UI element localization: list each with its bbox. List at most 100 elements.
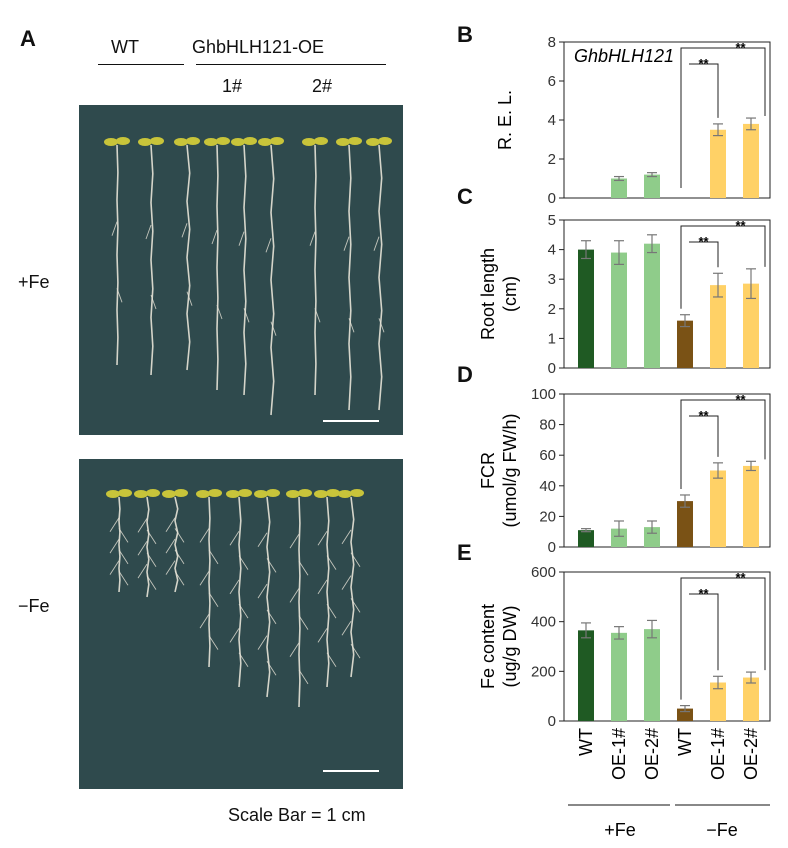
chart-title: GhbHLH121 (574, 46, 674, 66)
y-tick-label: 1 (548, 330, 556, 347)
bar (644, 174, 660, 198)
lateral-root (211, 229, 218, 245)
bar (677, 320, 693, 368)
lateral-root (298, 615, 309, 630)
group-label-fe-plus: +Fe (604, 820, 636, 840)
y-tick-label: 5 (548, 212, 556, 229)
chart-D: 0 20 40 60 80 100 FCR (umol/g FW/h) ** ** (478, 386, 771, 556)
lateral-root (137, 518, 148, 533)
cotyledon (338, 490, 352, 498)
lateral-root (298, 669, 309, 685)
significance-label: ** (735, 218, 746, 233)
root (186, 144, 191, 371)
lateral-root (174, 528, 185, 543)
header-line-2: 2# (312, 76, 333, 96)
chart-C: 0 1 2 3 4 5 Root length (cm) ** ** (478, 212, 771, 377)
lateral-root (243, 308, 250, 323)
bar (710, 129, 726, 198)
significance-bracket (680, 225, 766, 309)
root (348, 144, 352, 411)
lateral-root (257, 532, 268, 547)
lateral-root (270, 321, 277, 336)
lateral-root (116, 288, 123, 303)
panel-b-letter: B (457, 22, 473, 47)
condition-fe-plus: +Fe (18, 272, 50, 292)
root (150, 144, 154, 376)
lateral-root (378, 318, 385, 333)
y-tick-label: 60 (539, 447, 556, 464)
bar (644, 629, 660, 721)
lateral-root (326, 603, 337, 619)
x-tick-label: OE-2# (642, 728, 662, 780)
y-axis-label-unit: (cm) (500, 276, 520, 312)
cotyledon (204, 138, 218, 146)
panel-c-letter: C (457, 184, 473, 209)
root (116, 144, 119, 366)
cotyledon (298, 489, 312, 497)
y-tick-label: 0 (548, 360, 556, 377)
root (216, 144, 219, 391)
cotyledon (314, 490, 328, 498)
root (146, 496, 150, 598)
header-wt-underline (98, 64, 184, 65)
cotyledon (216, 137, 230, 145)
cotyledon (270, 137, 284, 145)
lateral-root (317, 531, 328, 546)
header-oe: GhbHLH121-OE (192, 37, 325, 57)
lateral-root (186, 291, 193, 306)
cotyledon (186, 137, 200, 145)
lateral-root (238, 603, 249, 619)
y-tick-label: 100 (531, 386, 556, 403)
bar (743, 283, 759, 368)
bar (611, 632, 627, 721)
root (118, 496, 121, 593)
lateral-root (289, 588, 300, 603)
cotyledon (134, 490, 148, 498)
lateral-root (266, 609, 277, 625)
significance-label: ** (698, 408, 709, 423)
y-tick-label: 6 (548, 73, 556, 90)
lateral-root (118, 528, 129, 543)
y-tick-label: 200 (531, 663, 556, 680)
root (270, 144, 275, 416)
cotyledon (208, 489, 222, 497)
bar (611, 252, 627, 368)
cotyledon (106, 490, 120, 498)
bar (677, 501, 693, 547)
lateral-root (111, 221, 118, 236)
panel-d-letter: D (457, 362, 473, 387)
lateral-root (199, 528, 210, 543)
lateral-root (266, 558, 277, 573)
root (208, 496, 211, 668)
lateral-root (350, 643, 361, 659)
lateral-root (341, 529, 352, 545)
header-oe-underline (196, 64, 386, 65)
seedling-photo-fe-minus (79, 459, 403, 789)
root (314, 144, 317, 396)
y-tick-label: 40 (539, 478, 556, 495)
significance-label: ** (698, 586, 709, 601)
x-tick-label: OE-2# (741, 728, 761, 780)
y-tick-label: 3 (548, 271, 556, 288)
cotyledon (104, 138, 118, 146)
chart-E: 0 200 400 600 Fe content (ug/g DW) ** ** (478, 564, 771, 730)
lateral-root (199, 613, 210, 629)
lateral-root (289, 533, 300, 549)
bar (644, 527, 660, 547)
plot-frame (563, 571, 771, 722)
lateral-root (208, 592, 219, 607)
cotyledon (116, 137, 130, 145)
y-tick-label: 2 (548, 151, 556, 168)
lateral-root (238, 555, 249, 570)
lateral-root (265, 238, 272, 253)
significance-label: ** (698, 234, 709, 249)
cotyledon (286, 490, 300, 498)
cotyledon (231, 138, 245, 146)
x-tick-label: OE-1# (708, 728, 728, 780)
y-axis-label: Fe content (478, 604, 498, 689)
y-tick-label: 400 (531, 614, 556, 631)
lateral-root (238, 652, 249, 667)
seedling-photo-fe-minus-drawing (106, 489, 379, 772)
bar (578, 630, 594, 721)
root (298, 496, 301, 708)
